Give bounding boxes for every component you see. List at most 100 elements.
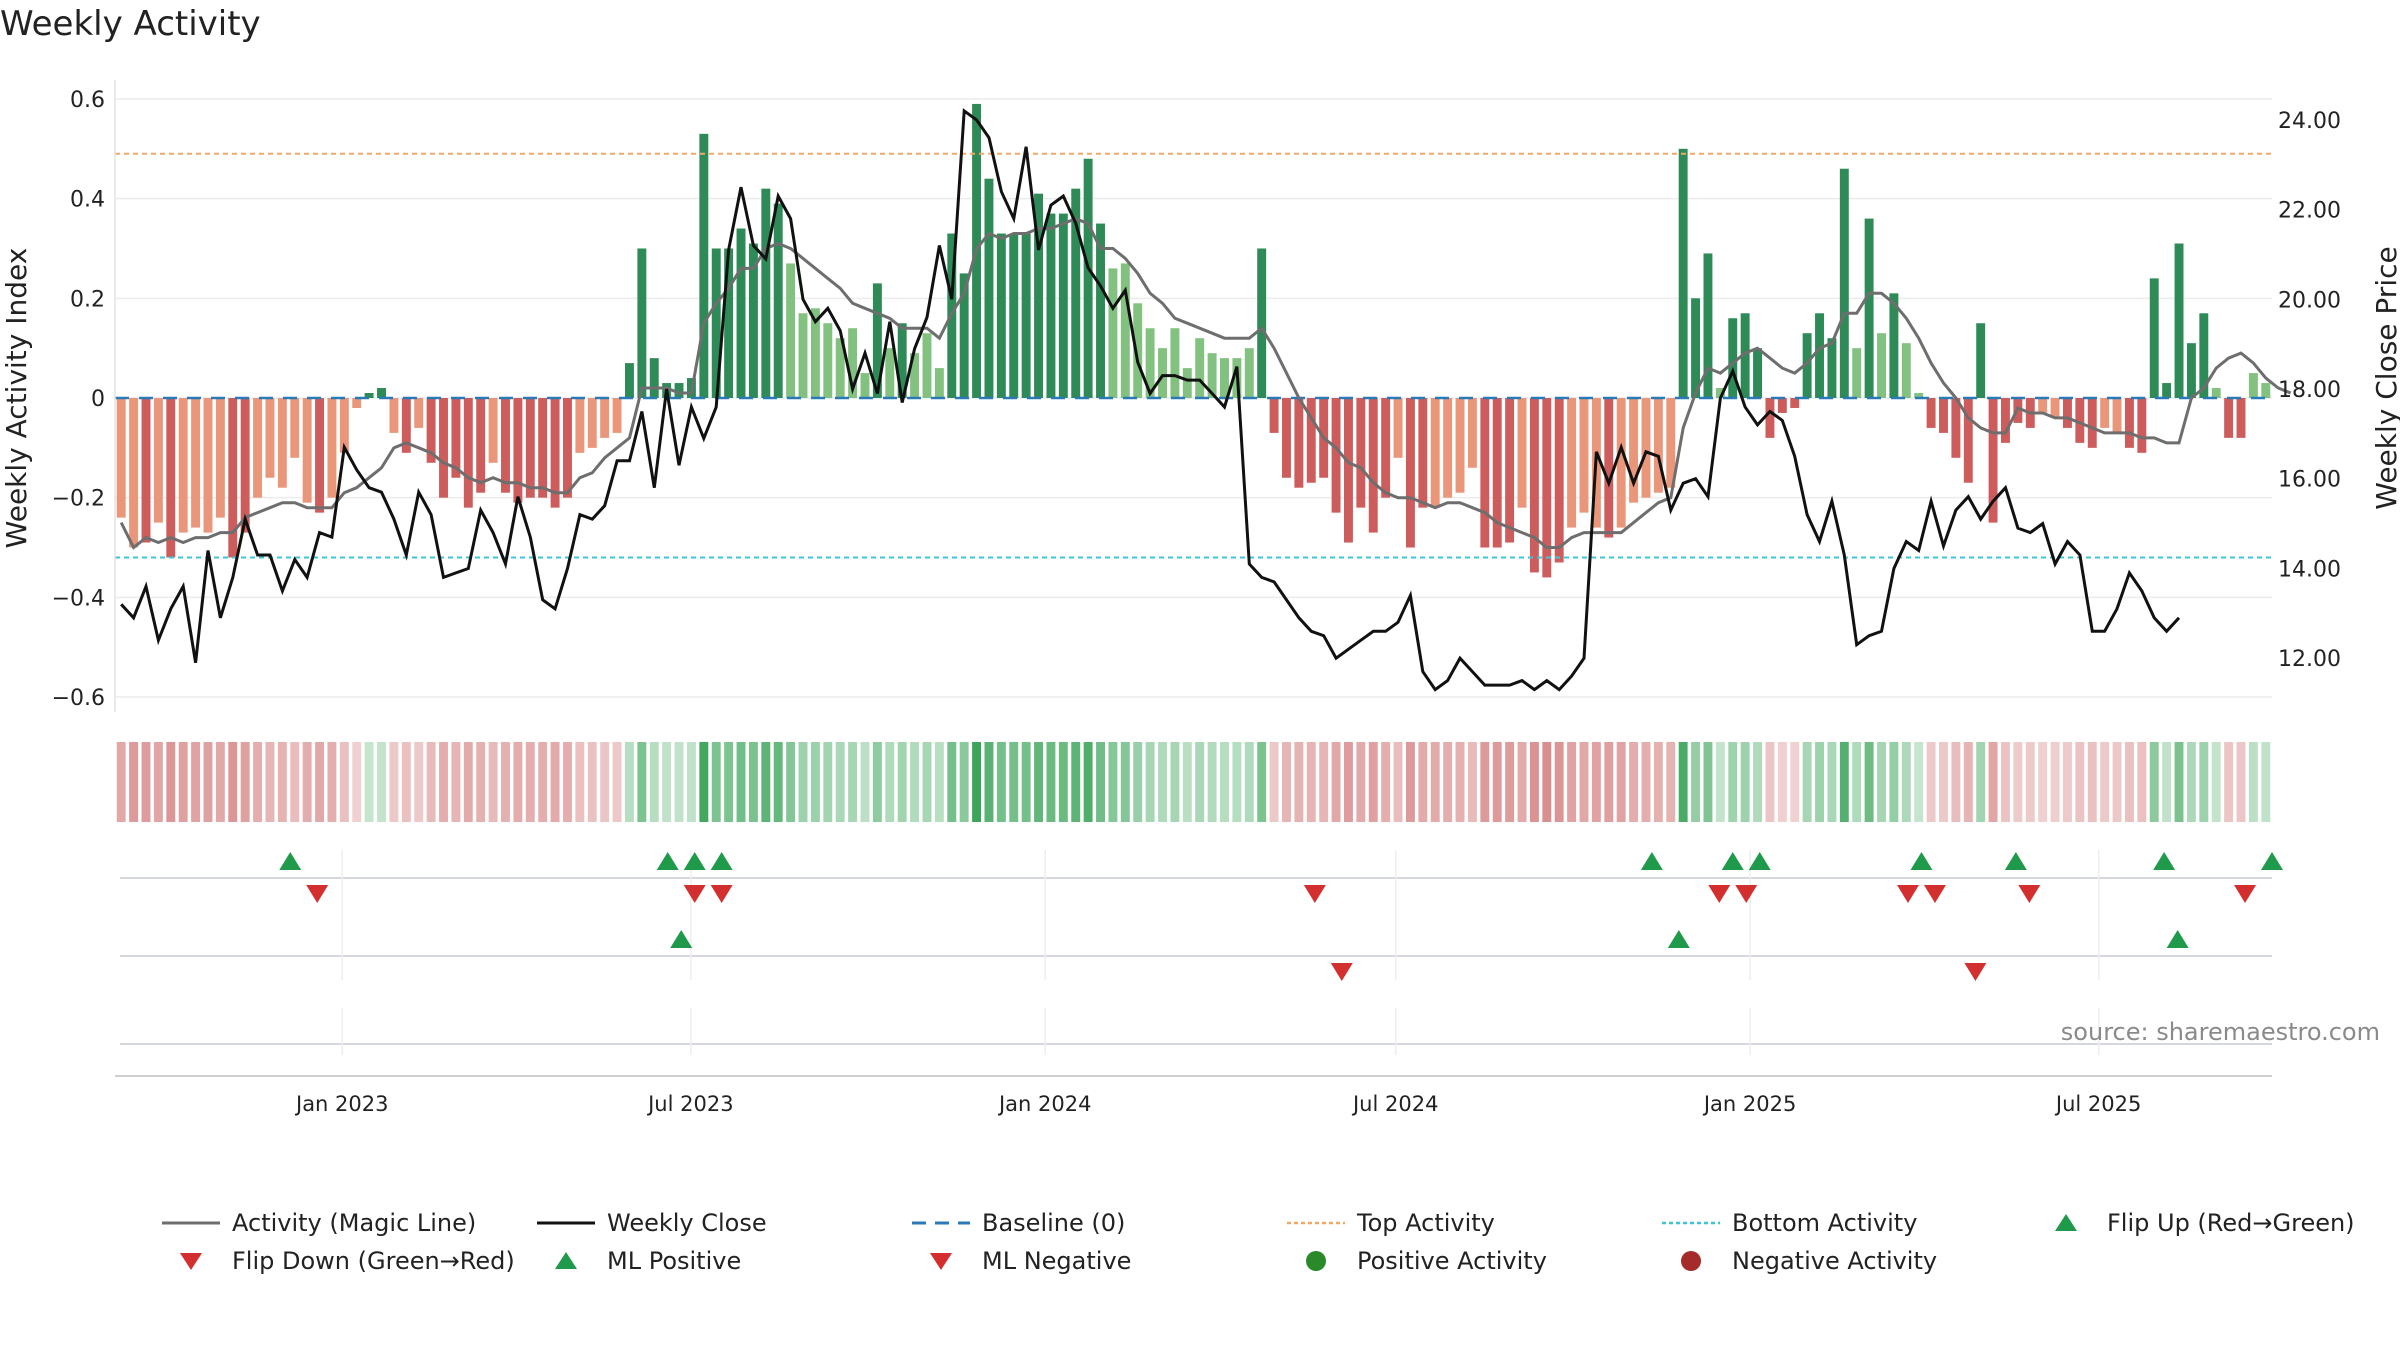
heat-cell <box>1529 742 1539 822</box>
activity-bar <box>1120 263 1130 398</box>
activity-bar <box>1083 158 1093 398</box>
activity-bar <box>1877 333 1886 398</box>
activity-bar <box>959 273 969 398</box>
activity-bar <box>1306 398 1316 483</box>
flip-down-marker <box>306 885 329 903</box>
heat-cell <box>1480 742 1490 822</box>
heat-cell <box>1802 742 1812 822</box>
activity-bar <box>1294 398 1304 488</box>
legend-item: Flip Up (Red→Green) <box>2035 1205 2355 1241</box>
heat-cell <box>748 742 758 822</box>
heat-cell <box>191 742 201 822</box>
flip-down-marker <box>1897 885 1920 903</box>
heat-cell <box>1294 742 1304 822</box>
heat-cell <box>1839 742 1849 822</box>
legend-label: Weekly Close <box>607 1209 767 1237</box>
activity-bar <box>240 398 250 533</box>
activity-bar <box>2075 398 2085 443</box>
flip-up-marker <box>279 852 302 870</box>
activity-bar <box>265 398 275 478</box>
activity-bar <box>1678 148 1688 398</box>
axes: 0.6 0.4 0.2 0 −0.2 −0.4 −0.6 24.00 22.00 20.00 18.… <box>0 80 2400 712</box>
heat-cell <box>476 742 486 822</box>
activity-bar <box>116 398 126 518</box>
heat-cell <box>1368 742 1378 822</box>
heat-cell <box>302 742 312 822</box>
activity-bar <box>166 398 176 558</box>
activity-bar <box>1505 398 1515 543</box>
activity-bar <box>1207 353 1217 398</box>
heat-cell <box>1753 742 1763 822</box>
heat-cell <box>550 742 560 822</box>
activity-bar <box>253 398 263 498</box>
activity-bar <box>860 373 870 398</box>
activity-bar <box>810 308 820 398</box>
legend-item: Activity (Magic Line) <box>160 1205 476 1241</box>
right-tick-label: 18.00 <box>2278 378 2341 403</box>
heat-cell <box>339 742 349 822</box>
heat-cell <box>587 742 597 822</box>
heat-cell <box>810 742 820 822</box>
signal-strips <box>115 850 2283 1077</box>
heat-cell <box>2100 742 2110 822</box>
activity-bar <box>711 248 721 398</box>
heat-cell <box>1120 742 1130 822</box>
left-tick-label: 0.2 <box>70 287 105 312</box>
activity-bar <box>798 313 808 398</box>
activity-bar <box>215 398 225 518</box>
heat-cell <box>1629 742 1639 822</box>
activity-bar <box>463 398 473 508</box>
ml-negative-marker <box>1964 963 1987 981</box>
activity-bar <box>1542 398 1552 578</box>
heat-cell <box>2149 742 2159 822</box>
activity-bar <box>1777 398 1787 413</box>
heat-cell <box>724 742 734 822</box>
heat-cell <box>1158 742 1167 822</box>
date-tick-label: Jul 2023 <box>646 1092 733 1116</box>
activity-bar <box>290 398 300 458</box>
heat-cell <box>761 742 771 822</box>
heat-cell <box>996 742 1006 822</box>
gridlines <box>115 98 2272 698</box>
activity-bar <box>2100 398 2110 428</box>
activity-bar <box>1244 348 1254 398</box>
activity-heat-strip <box>116 742 2271 822</box>
magic-line <box>119 216 2292 550</box>
heat-cell <box>525 742 535 822</box>
heat-cell <box>563 742 572 822</box>
activity-bar <box>426 398 436 463</box>
activity-bar <box>352 398 362 408</box>
heat-cell <box>637 742 647 822</box>
activity-bar <box>501 398 510 493</box>
heat-cell <box>1691 742 1701 822</box>
legend-item: ML Positive <box>535 1243 741 1279</box>
date-axis: Jan 2023 Jul 2023 Jan 2024 Jul 2024 Jan 2025… <box>294 1092 2141 1116</box>
heat-cell <box>2075 742 2085 822</box>
legend-item: Positive Activity <box>1285 1243 1547 1279</box>
activity-bar <box>934 368 944 398</box>
heat-cell <box>934 742 944 822</box>
heat-cell <box>141 742 151 822</box>
date-tick-label: Jan 2024 <box>997 1092 1092 1116</box>
heat-cell <box>649 742 659 822</box>
activity-bar <box>1715 388 1725 398</box>
heat-cell <box>910 742 920 822</box>
heat-cell <box>773 742 783 822</box>
date-tick-label: Jan 2023 <box>294 1092 389 1116</box>
flip-up-marker <box>2261 852 2283 870</box>
activity-bar <box>1554 398 1564 563</box>
heat-cell <box>1207 742 1217 822</box>
activity-bar <box>1864 218 1874 398</box>
activity-bar <box>1616 398 1626 528</box>
heat-cell <box>1418 742 1428 822</box>
activity-bar <box>1071 188 1081 398</box>
activity-bar <box>2149 278 2159 398</box>
heat-cell <box>1220 742 1229 822</box>
heat-cell <box>389 742 399 822</box>
activity-bar <box>1914 393 1924 398</box>
heat-cell <box>426 742 436 822</box>
activity-bar <box>1220 358 1229 398</box>
activity-bar <box>1765 398 1775 438</box>
heat-cell <box>1244 742 1254 822</box>
activity-bar <box>1666 398 1676 488</box>
